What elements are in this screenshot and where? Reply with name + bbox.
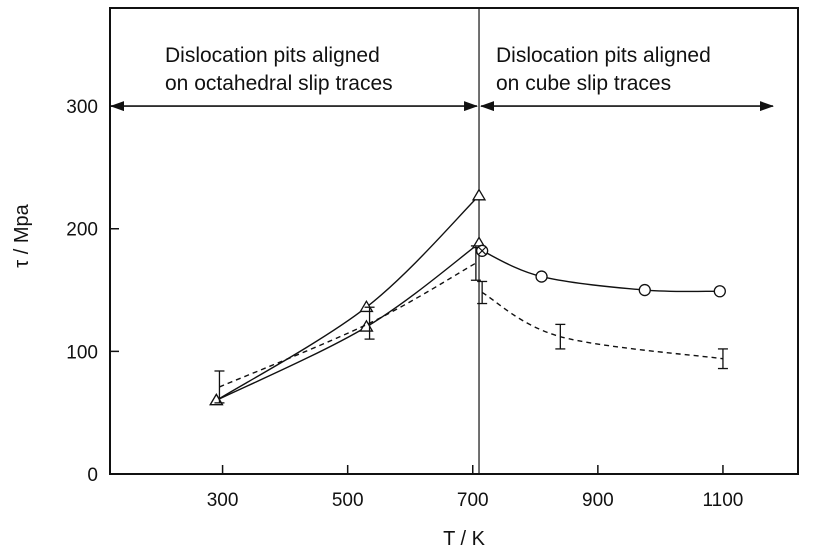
y-axis-title: τ / Mpa (11, 203, 33, 267)
crossed-marker-stroke (477, 246, 487, 256)
y-tick-label: 100 (66, 342, 98, 363)
x-axis-title: T / K (443, 528, 486, 550)
x-tick-label: 300 (207, 490, 239, 511)
circle-marker (535, 270, 548, 283)
triangle-marker (471, 188, 487, 201)
y-tick-label: 300 (66, 97, 98, 118)
tick-layer: 300 500 700 900 1100 0 100 200 300 (66, 97, 743, 511)
triangle-marker (359, 299, 374, 313)
error-bar-marker (717, 348, 728, 370)
series-layer (209, 188, 728, 406)
error-bar-marker (214, 370, 225, 404)
circle-series-line (481, 250, 720, 293)
right-region-label-line1: Dislocation pits aligned (496, 44, 711, 67)
error-bar-marker (555, 323, 566, 350)
circle-marker (638, 283, 651, 297)
right-region-label-line2: on cube slip traces (496, 72, 671, 95)
dashed-series-line (219, 262, 477, 388)
error-bar-marker (364, 306, 375, 340)
error-bar-marker (477, 280, 488, 305)
circle-marker (713, 285, 726, 298)
x-tick-label: 500 (332, 490, 364, 511)
y-tick-label: 0 (87, 465, 98, 486)
dashed-series-line (481, 291, 724, 360)
plot-frame (109, 7, 799, 475)
x-tick-label: 900 (582, 490, 614, 511)
x-tick-label: 700 (457, 490, 489, 511)
error-bar-marker (470, 245, 481, 281)
x-tick-label: 1100 (703, 490, 744, 511)
left-region-label-line1: Dislocation pits aligned (165, 44, 380, 67)
left-region-label-line2: on octahedral slip traces (165, 72, 393, 95)
triangle-series-line (215, 195, 480, 402)
y-tick-label: 200 (66, 220, 98, 241)
